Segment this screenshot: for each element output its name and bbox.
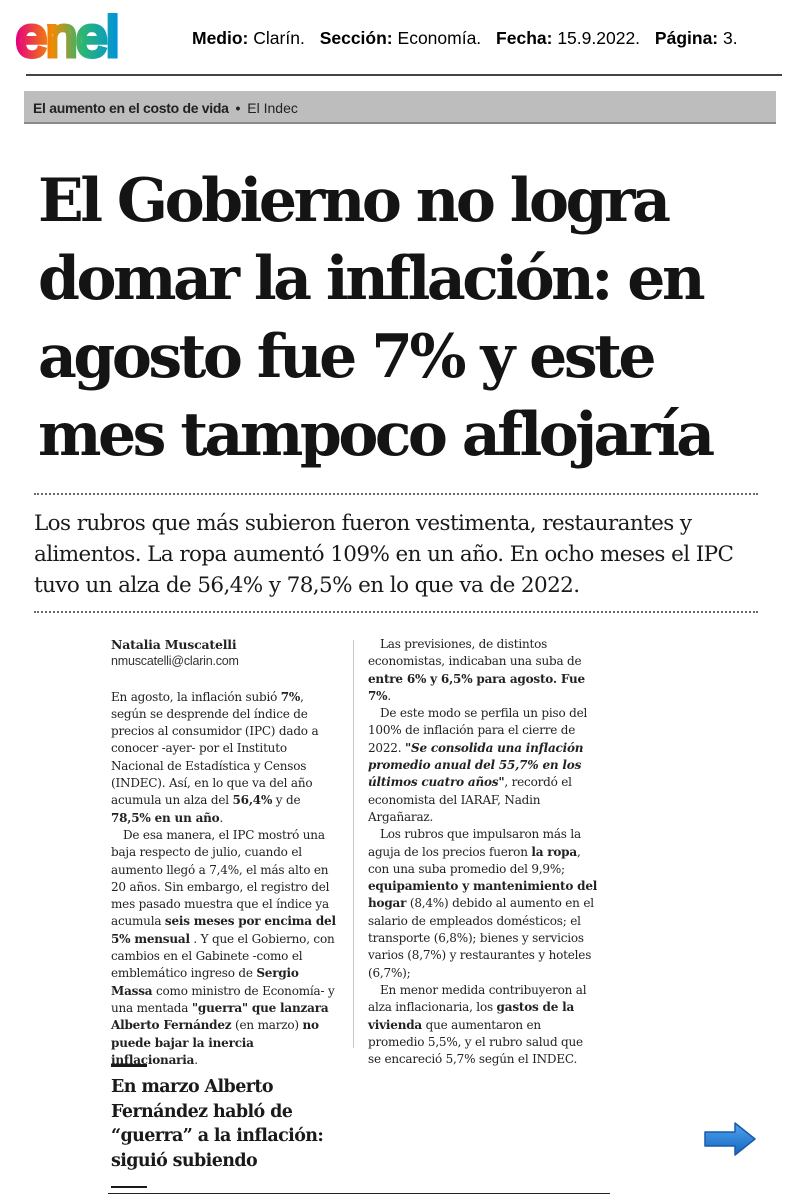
article-headline: El Gobierno no logra domar la inflación:…: [38, 166, 715, 470]
dotted-divider-top: [34, 493, 758, 495]
pagina-label: Página:: [654, 28, 719, 48]
fecha-label: Fecha:: [496, 28, 553, 48]
pullquote-rule-bottom: [111, 1186, 147, 1188]
body-paragraph: En menor medida contribuyeron al alza in…: [368, 982, 587, 1067]
body-paragraph: De esa manera, el IPC mostró una baja re…: [111, 827, 336, 1067]
arrow-right-icon[interactable]: [703, 1121, 757, 1157]
body-column-left: Natalia Muscatelli nmuscatelli@clarin.co…: [111, 636, 339, 1069]
section-separator: •: [235, 100, 241, 116]
bottom-divider: [108, 1193, 610, 1194]
medio-label: Medio:: [192, 28, 249, 48]
medio-value: Clarín.: [253, 28, 305, 48]
header-divider: [26, 74, 782, 76]
pullquote-rule-top: [111, 1064, 147, 1067]
dotted-divider-bottom: [34, 611, 758, 613]
body-paragraph: De este modo se perfila un piso del 100%…: [368, 706, 588, 824]
section-kicker: El aumento en el costo de vida: [33, 100, 229, 116]
pullquote: En marzo Alberto Fernández habló de “gue…: [111, 1077, 324, 1171]
fecha-value: 15.9.2022.: [557, 28, 641, 48]
column-divider: [353, 640, 354, 1048]
body-paragraph: En agosto, la inflación subió 7%, según …: [111, 689, 319, 825]
article-subhead: Los rubros que más subieron fueron vesti…: [34, 511, 734, 598]
logo-text: enel: [16, 6, 118, 68]
author-name: Natalia Muscatelli: [111, 637, 237, 652]
body-column-right: Las previsiones, de distintos economista…: [368, 636, 598, 1068]
seccion-label: Sección:: [319, 28, 393, 48]
seccion-value: Economía.: [397, 28, 482, 48]
body-paragraph: Los rubros que impulsaron más la aguja d…: [368, 827, 598, 980]
section-tag: El Indec: [247, 100, 298, 116]
pagina-value: 3.: [723, 28, 738, 48]
author-email: nmuscatelli@clarin.com: [111, 654, 239, 669]
enel-logo: enel: [14, 6, 121, 70]
body-paragraph: Las previsiones, de distintos economista…: [368, 637, 585, 703]
section-bar: El aumento en el costo de vida • El Inde…: [24, 91, 776, 124]
clipping-metadata: Medio: Clarín. Sección: Economía. Fecha:…: [192, 28, 738, 49]
